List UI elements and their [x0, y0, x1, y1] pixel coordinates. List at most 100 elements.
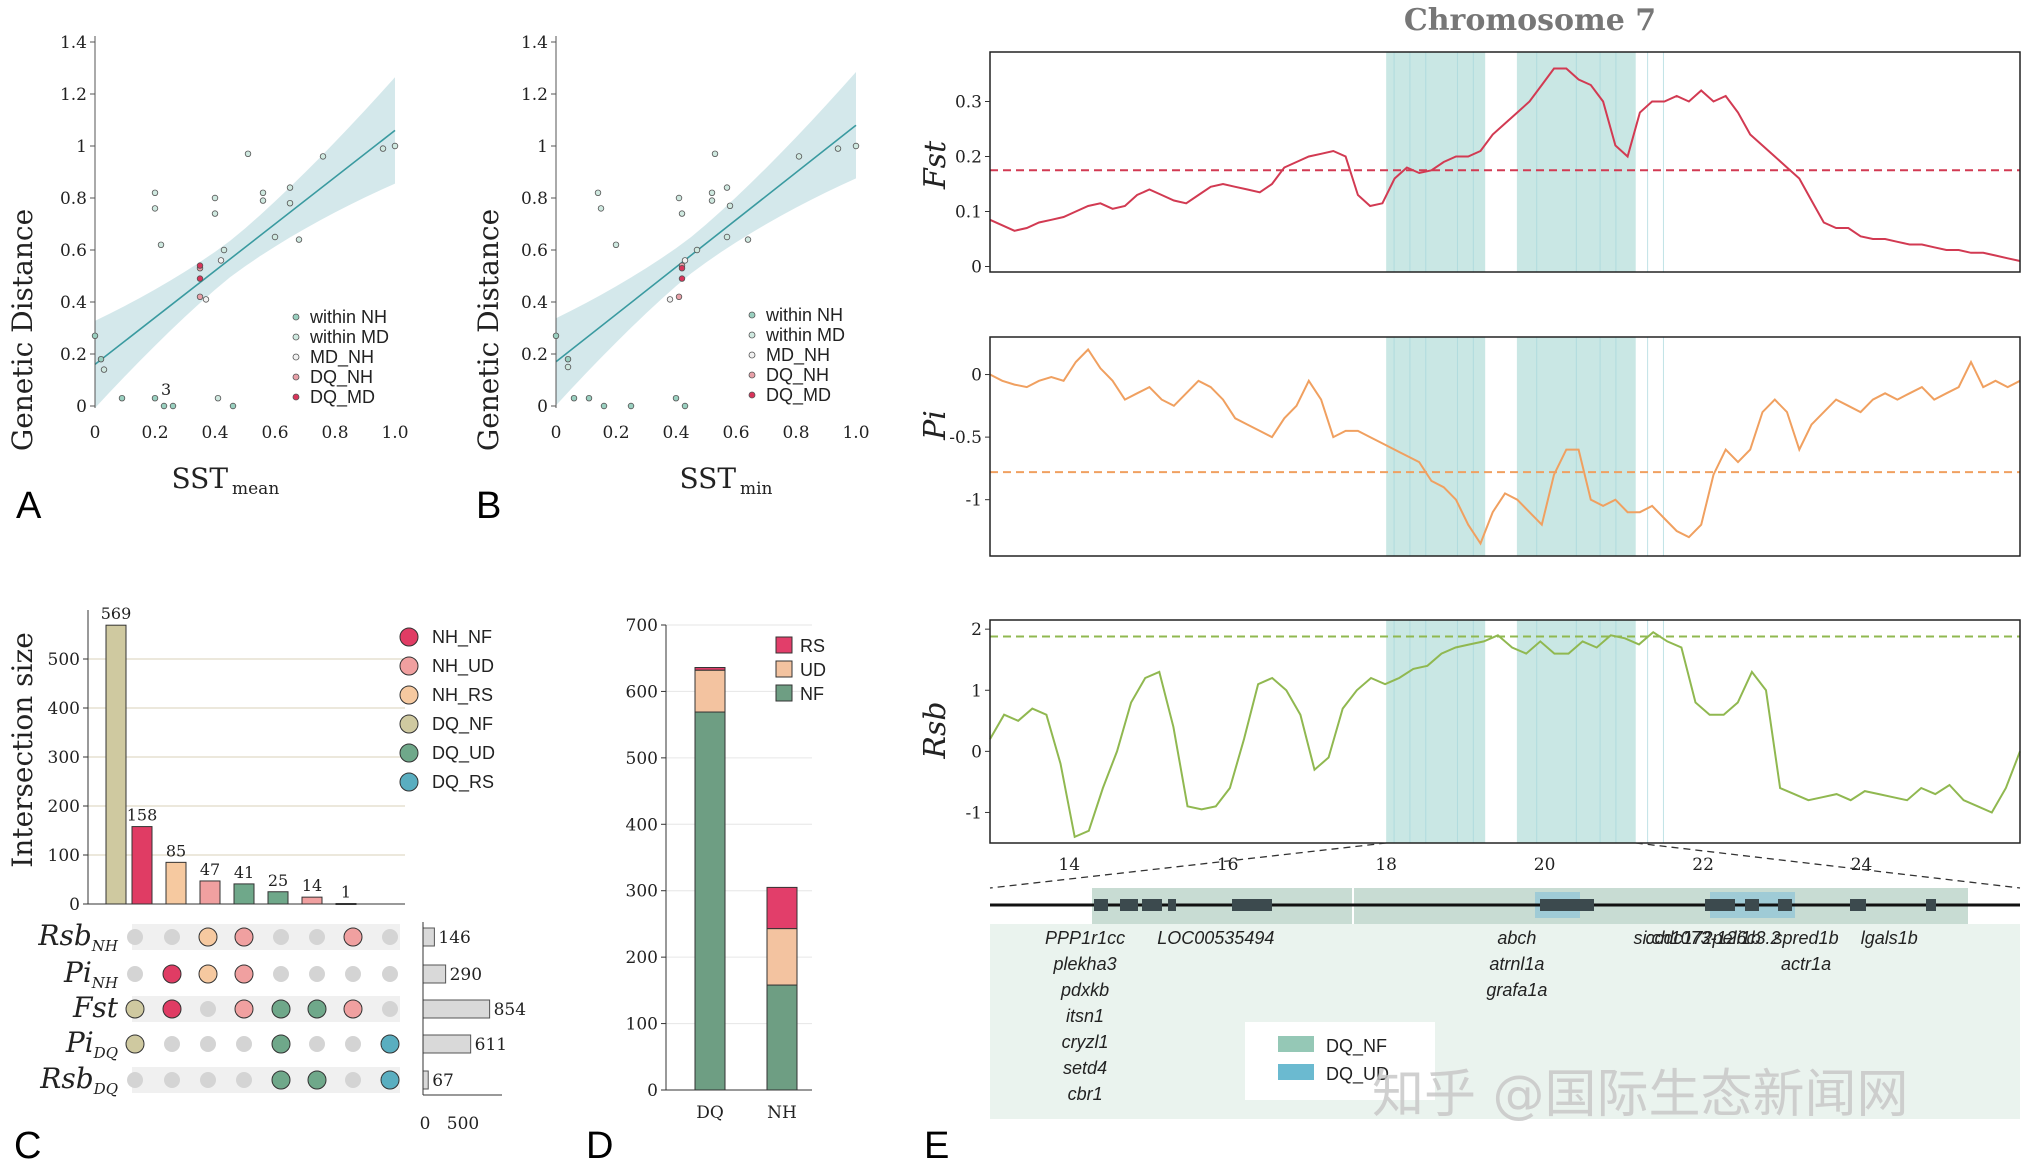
panel-a-point [319, 153, 327, 160]
panel-e-gene-label: atrnl1a [1489, 954, 1544, 974]
panel-e-gene-label: grafa1a [1486, 980, 1547, 1000]
panel-a-point [295, 236, 303, 243]
panel-a-point [286, 184, 294, 191]
panel-c-legend-label: NH_NF [432, 627, 492, 648]
panel-c-ytick-label: 500 [48, 650, 80, 670]
panel-letter-c: C [14, 1125, 41, 1167]
panel-c-bar [131, 826, 153, 905]
panel-b-point [795, 153, 803, 160]
panel-d-bar-segment-ud [694, 669, 726, 713]
panel-letter-a: A [16, 485, 42, 527]
panel-b-ylabel: Genetic Distance [472, 209, 505, 451]
panel-b-legend-marker [748, 351, 756, 359]
panel-e-track-label: Fst [918, 140, 953, 190]
panel-a-xtick-label: 0.4 [201, 423, 228, 443]
panel-a-legend-marker [292, 353, 300, 361]
panel-b-ytick-label: 1 [537, 137, 548, 157]
panel-d-ytick-label: 0 [647, 1081, 658, 1101]
panel-b-point [834, 145, 842, 152]
panel-c-bar-label: 25 [268, 871, 288, 890]
panel-c-bar-label: 47 [200, 860, 220, 879]
panel-a-ytick-label: 0.4 [60, 293, 87, 313]
panel-b-scatter: Genetic Distance SST min 0 0.2 0.4 0.6 0.8 1 1… [472, 33, 870, 499]
panel-b-point [585, 395, 593, 402]
panel-e-ytick-label: 0.2 [955, 148, 982, 168]
panel-d-ytick-label: 700 [626, 616, 658, 636]
panel-a-point [202, 296, 210, 303]
panel-c-set-label: RsbNH [37, 919, 119, 955]
panel-c-matrix-dot-off [309, 929, 325, 945]
panel-e-gene-label: actr1a [1781, 954, 1831, 974]
panel-d-category-label: NH [767, 1103, 797, 1123]
panel-c-matrix-dot-on [125, 999, 145, 1019]
panel-e-rsb-line [989, 630, 2021, 839]
panel-c-matrix-dot-off [236, 1036, 252, 1052]
panel-b-xtick-label: 0.6 [722, 423, 749, 443]
panel-d-legend-label: NF [800, 684, 824, 704]
panel-b-point [681, 402, 689, 410]
panel-a-legend-marker [292, 393, 300, 401]
panel-a-xtick-label: 1.0 [381, 423, 408, 443]
panel-e-ytick-label: 0.3 [955, 93, 982, 113]
panel-c-set-size-label: 290 [450, 965, 482, 985]
panel-a-point [286, 199, 294, 207]
panel-c-upset: Intersection size 0 100 200 300 400 500 569 158… [6, 604, 526, 1134]
panel-e-gene-block [1560, 899, 1594, 911]
panel-e-gene-block [1120, 899, 1138, 911]
panel-b-point [666, 296, 674, 303]
panel-d-ytick-label: 500 [626, 749, 658, 769]
panel-e-gene-block [1142, 899, 1162, 911]
panel-b-legend-label: DQ_MD [766, 385, 831, 406]
panel-e-selected-region [1386, 337, 1486, 556]
panel-e-legend-swatch [1278, 1036, 1314, 1052]
panel-a-point [271, 233, 279, 241]
panel-a-scatter: Genetic Distance SST mean 3 0 0.2 0.4 0.6 0.… [6, 33, 409, 499]
panel-c-set-tick-label: 500 [447, 1114, 479, 1134]
panel-e-gene-block [1232, 899, 1272, 911]
panel-c-set-size-bar [422, 927, 435, 947]
panel-c-matrix-dot-on [380, 1034, 400, 1054]
panel-a-point [211, 210, 219, 217]
panel-e-ytick-label: 1 [971, 681, 982, 701]
panel-b-legend-marker [748, 391, 756, 399]
panel-e-gene-label: LOC00535494 [1157, 928, 1274, 948]
panel-c-legend-marker [399, 714, 419, 734]
panel-c-bar-label: 569 [101, 604, 132, 623]
panel-c-bar [301, 896, 323, 905]
panel-c-set-label: PiDQ [65, 1026, 118, 1062]
panel-c-matrix-dot-on [271, 999, 291, 1019]
panel-c-legend-marker [399, 656, 419, 676]
panel-c-bar [199, 880, 221, 905]
panel-e-ytick-label: 0 [971, 258, 982, 278]
panel-e-gene-block [1094, 899, 1108, 911]
panel-e-gene-label: lgals1b [1861, 928, 1918, 948]
panel-d-ytick-label: 300 [626, 882, 658, 902]
panel-c-matrix-dot-off [164, 1036, 180, 1052]
panel-a-xlabel: SST [171, 462, 228, 495]
panel-e-gene-label: itsn1 [1066, 1006, 1104, 1026]
panel-c-matrix-dot-off [200, 1072, 216, 1088]
panel-c-matrix-dot-on [198, 964, 218, 984]
panel-b-point [744, 236, 752, 243]
panel-d-bar-segment-nf [694, 711, 726, 1091]
panel-e-zoom-line-right [1635, 842, 2021, 889]
panel-d-legend-swatch [775, 660, 793, 678]
panel-b-point [711, 150, 719, 157]
panel-e-fst-line [989, 67, 2021, 262]
panel-c-ytick-label: 300 [48, 748, 80, 768]
panel-b-ytick-label: 1.2 [521, 85, 548, 105]
panel-e-gene-label: cbr1 [1068, 1084, 1103, 1104]
panel-e-legend-swatch [1278, 1064, 1314, 1080]
panel-b-legend-label: within NH [765, 305, 843, 325]
panel-b-point [675, 194, 683, 202]
watermark: 知乎 @国际生态新闻网 [1372, 1065, 1909, 1125]
panel-d-legend-swatch [775, 684, 793, 702]
panel-c-set-size-label: 146 [438, 928, 470, 948]
panel-e-track-frame [989, 336, 2021, 557]
panel-a-xtick-label: 0.2 [141, 423, 168, 443]
panel-a-point [97, 356, 105, 363]
panel-e-gene-block [1745, 899, 1759, 911]
panel-c-matrix-dot-off [309, 966, 325, 982]
panel-a-legend-label: MD_NH [310, 347, 374, 368]
panel-e-gene-label: cryzl1 [1062, 1032, 1109, 1052]
